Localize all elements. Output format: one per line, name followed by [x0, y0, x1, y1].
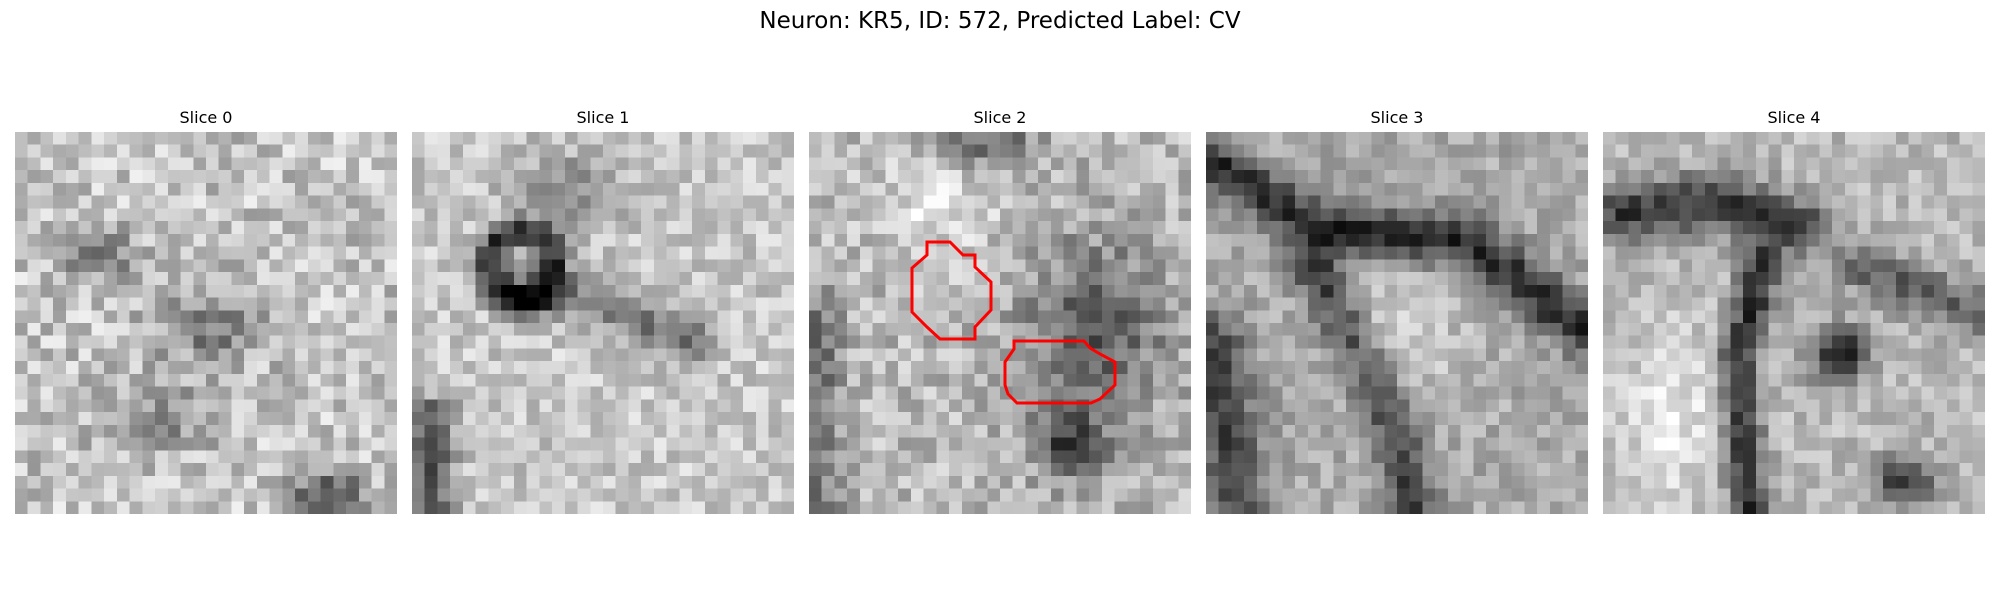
slice-image-0	[15, 132, 397, 514]
slice-image-3	[1206, 132, 1588, 514]
figure-title: Neuron: KR5, ID: 572, Predicted Label: C…	[759, 8, 1241, 34]
slice-title: Slice 0	[179, 108, 233, 127]
slice-image-4	[1603, 132, 1985, 514]
slice-panel-3: Slice 3	[1206, 108, 1588, 514]
slice-title: Slice 2	[973, 108, 1027, 127]
slice-image-1	[412, 132, 794, 514]
slice-title: Slice 1	[576, 108, 630, 127]
slice-image-2	[809, 132, 1191, 514]
slice-title: Slice 3	[1370, 108, 1424, 127]
slice-panel-4: Slice 4	[1603, 108, 1985, 514]
slice-panel-1: Slice 1	[412, 108, 794, 514]
slice-title: Slice 4	[1767, 108, 1821, 127]
slice-panel-0: Slice 0	[15, 108, 397, 514]
slice-panel-2: Slice 2	[809, 108, 1191, 514]
